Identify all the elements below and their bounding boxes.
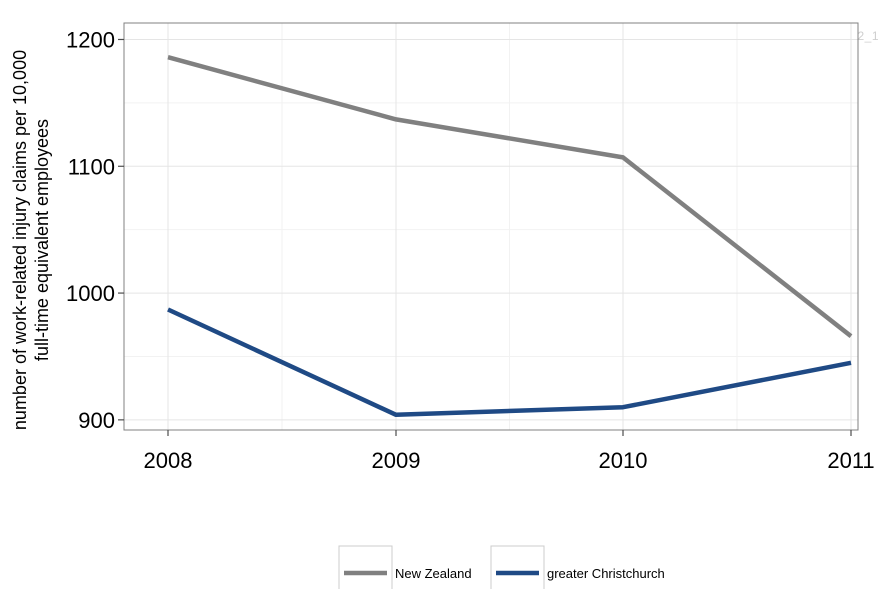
x-tick-label: 2010: [599, 448, 648, 473]
legend-key-box: [338, 545, 393, 589]
y-axis-label-line-1: number of work-related injury claims per…: [10, 50, 30, 430]
y-tick-label: 1100: [68, 154, 115, 179]
series-line-greater-christchurch: [167, 307, 852, 418]
plot-border: [123, 22, 859, 431]
y-tick-label: 1200: [66, 27, 115, 52]
x-tick-label: 2008: [144, 448, 193, 473]
y-tick-label: 900: [78, 408, 115, 433]
legend-label: New Zealand: [395, 566, 472, 581]
plot-panel: 900 1000 1100 1200 2008 2009 2010 2011: [66, 22, 875, 473]
plot-background: [124, 23, 858, 430]
x-tick-label: 2011: [827, 448, 874, 473]
x-tick-label: 2009: [372, 448, 421, 473]
legend: New Zealand greater Christchurch: [338, 545, 665, 589]
y-axis-label-line-2: full-time equivalent employees: [32, 119, 52, 361]
legend-label: greater Christchurch: [547, 566, 665, 581]
series-line-new-zealand: [167, 55, 853, 338]
y-axis-label: number of work-related injury claims per…: [10, 50, 52, 430]
y-tick-label: 1000: [66, 281, 115, 306]
legend-key-box: [490, 545, 545, 589]
